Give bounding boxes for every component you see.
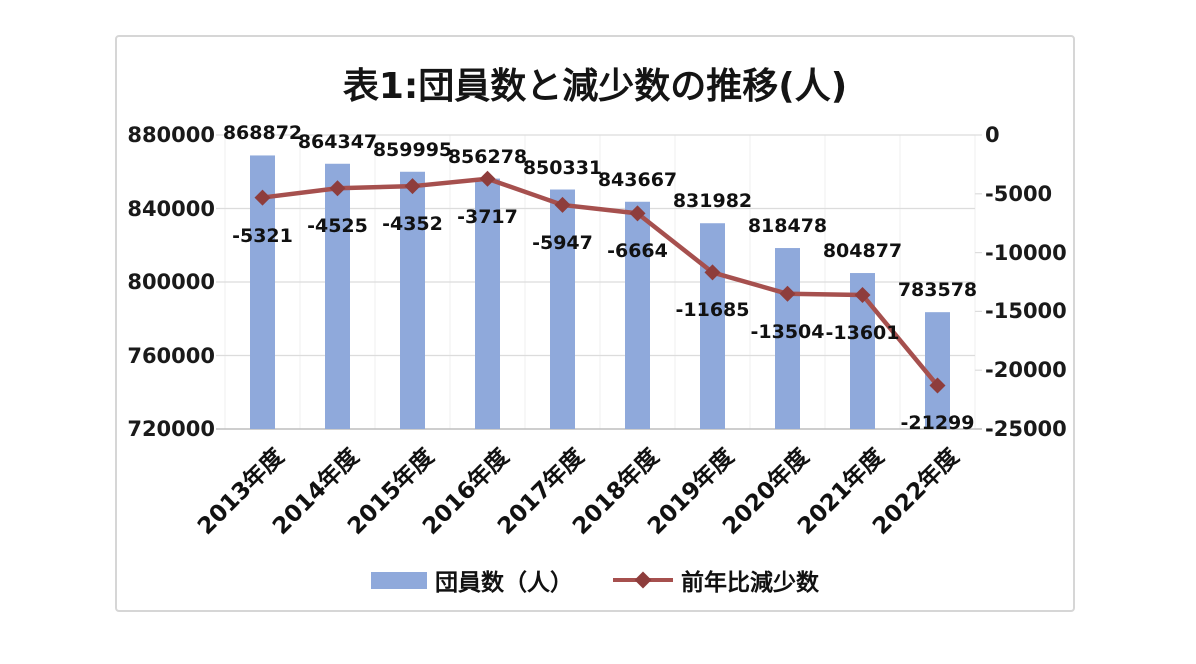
- bar-2018年度: [625, 201, 650, 429]
- line-value-label: -4352: [382, 213, 443, 236]
- line-value-label: -21299: [900, 412, 975, 435]
- bar-value-label: 868872: [222, 122, 303, 145]
- bar-value-label: 783578: [897, 279, 978, 302]
- line-value-label: -6664: [607, 240, 668, 263]
- y-axis-left-tick-label: 720000: [127, 417, 215, 441]
- plot-area: [216, 134, 982, 430]
- bar-value-label: 859995: [372, 138, 453, 161]
- line-point-marker: [704, 264, 721, 281]
- line-value-label: -13601: [825, 321, 900, 344]
- line-value-label: -4525: [307, 215, 368, 238]
- y-axis-right-tick-label: -20000: [985, 358, 1067, 383]
- bar-value-label: 831982: [672, 190, 753, 213]
- line-point-marker: [329, 180, 346, 197]
- y-axis-left-tick-label: 760000: [127, 343, 215, 368]
- line-point-marker: [404, 178, 421, 195]
- line-point-marker: [554, 196, 571, 213]
- bar-value-label: 864347: [297, 130, 378, 153]
- line-value-label: -13504: [750, 320, 825, 343]
- bar-2015年度: [400, 171, 425, 429]
- line-value-label: -5321: [232, 224, 293, 247]
- legend-label-members: 団員数（人）: [435, 570, 573, 596]
- y-axis-right-tick-label: -25000: [985, 417, 1067, 441]
- bar-2016年度: [475, 178, 500, 429]
- line-series: [260, 176, 940, 388]
- y-axis-left-tick-label: 800000: [127, 270, 215, 294]
- bar-2014年度: [325, 163, 350, 429]
- line-point-marker: [629, 205, 646, 222]
- bar-value-label: 843667: [597, 168, 678, 191]
- line-point-marker: [779, 285, 796, 302]
- line-point-marker: [479, 170, 496, 187]
- line-series-swatch: [613, 571, 673, 589]
- bar-2019年度: [700, 223, 725, 429]
- line-value-label: -5947: [532, 231, 593, 254]
- bar-value-label: 804877: [822, 240, 903, 263]
- bar-value-label: 818478: [747, 215, 828, 238]
- legend-item-decrease: 前年比減少数: [613, 563, 819, 597]
- chart-frame: 表1:団員数と減少数の推移(人) 880000 840000 800000 76000…: [115, 35, 1075, 612]
- bar-series-swatch: [371, 571, 427, 589]
- chart-title: 表1:団員数と減少数の推移(人): [342, 66, 848, 107]
- y-axis-right-tick-label: 0: [985, 123, 1000, 147]
- bar-value-label: 856278: [447, 145, 528, 168]
- y-axis-right-tick-label: -10000: [985, 240, 1067, 265]
- y-axis-right-tick-label: -5000: [985, 181, 1053, 206]
- legend: 団員数（人） 前年比減少数: [117, 563, 1073, 597]
- line-point-marker: [254, 189, 271, 206]
- legend-label-decrease: 前年比減少数: [681, 570, 819, 596]
- bar-2022年度: [925, 312, 950, 429]
- bar-2020年度: [775, 248, 800, 429]
- bar-2017年度: [550, 189, 575, 429]
- y-axis-left-tick-label: 840000: [127, 196, 215, 221]
- y-axis-right-tick-label: -15000: [985, 299, 1067, 324]
- y-axis-left-tick-label: 880000: [127, 123, 215, 147]
- line-value-label: -11685: [675, 299, 750, 322]
- diamond-marker-icon: [634, 571, 652, 589]
- line-value-label: -3717: [457, 205, 518, 228]
- legend-item-members: 団員数（人）: [371, 563, 573, 597]
- bar-value-label: 850331: [522, 156, 603, 179]
- line-point-marker: [929, 377, 946, 394]
- line-point-marker: [854, 286, 871, 303]
